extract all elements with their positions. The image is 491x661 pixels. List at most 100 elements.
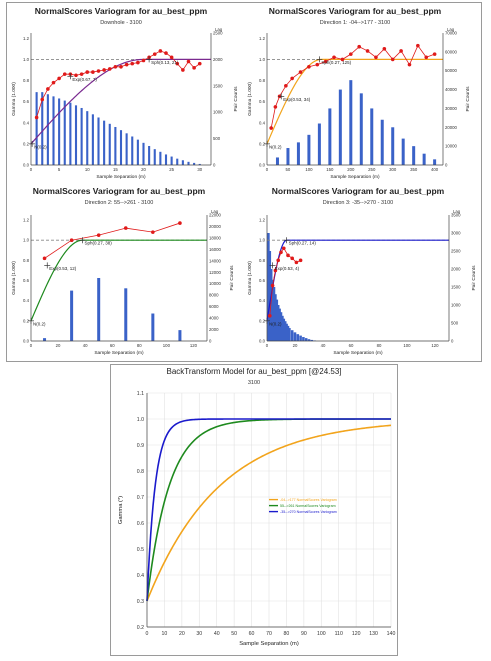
y2-tick-label: 40000 xyxy=(445,87,458,92)
y2-tick-label: 30000 xyxy=(445,106,458,111)
pair-count-bar xyxy=(422,153,426,165)
x-tick-label: 60 xyxy=(249,631,255,637)
experimental-point xyxy=(57,76,61,81)
model-curve xyxy=(266,58,443,145)
x-tick-label: 0 xyxy=(30,343,33,348)
chart-subtitle: 3100 xyxy=(248,380,260,386)
pair-count-bar xyxy=(307,134,311,165)
y-tick-label: 0.4 xyxy=(137,573,144,579)
pair-count-bar xyxy=(164,154,168,165)
pair-count-bar xyxy=(401,138,405,165)
y2-tick-label: 10000 xyxy=(209,281,222,286)
experimental-point xyxy=(51,80,56,85)
y-tick-label: 0.3 xyxy=(137,599,144,605)
experimental-point xyxy=(269,126,273,130)
y-tick-label: 0.6 xyxy=(259,278,266,283)
experimental-point xyxy=(298,70,303,74)
x-tick-label: 0 xyxy=(266,167,269,172)
y-tick-label: 1.0 xyxy=(23,238,30,243)
experimental-point xyxy=(175,61,180,66)
y2-tick-label: 60000 xyxy=(445,49,458,54)
pair-count-bar xyxy=(349,80,353,165)
experimental-point xyxy=(40,97,45,102)
pair-count-bar xyxy=(91,114,94,165)
pair-count-bar xyxy=(278,308,281,341)
experimental-point xyxy=(186,59,191,64)
x-tick-label: 80 xyxy=(137,343,142,348)
chart-direction-3: NormalScores Variogram for au_best_ppm Di… xyxy=(247,186,477,356)
experimental-point xyxy=(276,258,280,263)
y-tick-label: 0.5 xyxy=(137,547,144,553)
chart-title: NormalScores Variogram for au_best_ppm xyxy=(269,6,442,16)
pair-count-bar xyxy=(290,330,294,341)
pair-count-bar xyxy=(359,93,363,165)
pair-count-bar xyxy=(114,126,117,165)
pair-count-bar xyxy=(119,130,123,165)
y-axis-label: Gamma (*) xyxy=(118,496,124,524)
y2-tick-label: 16000 xyxy=(209,247,222,252)
lag-label: Lag xyxy=(453,209,461,214)
y2-tick-label: 20000 xyxy=(209,224,222,229)
pair-count-bar xyxy=(296,334,300,341)
pair-count-bar xyxy=(193,162,196,165)
experimental-point xyxy=(332,55,336,60)
pair-count-bar xyxy=(142,142,145,165)
x-tick-label: 0 xyxy=(266,343,269,348)
x-tick-label: 40 xyxy=(214,631,220,637)
experimental-point xyxy=(124,62,129,67)
y2-tick-label: 18000 xyxy=(209,235,222,240)
chart-title: BackTransform Model for au_best_ppm [@24… xyxy=(166,367,341,376)
pair-count-bar xyxy=(268,251,272,341)
experimental-point xyxy=(34,115,39,120)
x-tick-label: 200 xyxy=(347,167,355,172)
x-tick-label: 10 xyxy=(85,167,90,172)
pair-count-bar xyxy=(275,299,279,341)
pair-count-bar xyxy=(433,159,437,165)
x-tick-label: 25 xyxy=(169,167,174,172)
pair-count-bar xyxy=(412,146,416,165)
experimental-point xyxy=(349,52,353,56)
y-tick-label: 0.0 xyxy=(259,339,266,344)
experimental-point xyxy=(315,62,320,67)
structure-label: Exp(0.53, 4) xyxy=(275,266,300,271)
y-tick-label: 0.8 xyxy=(23,258,30,263)
y-tick-label: 0.6 xyxy=(137,521,144,527)
x-tick-label: 130 xyxy=(369,631,378,637)
pair-count-bar xyxy=(370,108,374,165)
experimental-point xyxy=(181,68,185,72)
x-tick-label: 120 xyxy=(190,343,198,348)
experimental-point xyxy=(130,61,135,66)
x-tick-label: 0 xyxy=(146,631,149,637)
experimental-point xyxy=(290,76,294,81)
experimental-point xyxy=(158,49,163,53)
experimental-point xyxy=(407,62,412,67)
y2-tick-label: 20000 xyxy=(445,125,458,130)
y2-axis-label: Pair Counts xyxy=(465,86,471,112)
x-tick-label: 15 xyxy=(113,167,118,172)
x-tick-label: 120 xyxy=(431,343,439,348)
x-tick-label: 30 xyxy=(196,631,202,637)
x-tick-label: 350 xyxy=(410,167,418,172)
pair-count-bar xyxy=(35,92,38,165)
pair-count-bar xyxy=(58,98,61,165)
legend-label: 55-->261 NormalScores Variogram xyxy=(280,504,336,508)
pair-count-bar xyxy=(103,120,106,165)
pair-count-bar xyxy=(151,313,155,341)
structure-label: Exp(0.53, 12) xyxy=(49,266,77,271)
structure-label: N(0.2) xyxy=(269,144,282,149)
pair-count-bar xyxy=(124,288,128,341)
y2-tick-label: 2000 xyxy=(451,267,461,272)
y2-tick-label: 2000 xyxy=(209,327,219,332)
model-curve xyxy=(30,239,207,322)
y2-tick-label: 2000 xyxy=(213,57,223,62)
x-tick-label: 40 xyxy=(321,343,326,348)
y2-tick-label: 50000 xyxy=(445,68,458,73)
y2-axis-label: Pair Counts xyxy=(471,265,477,291)
x-tick-label: 20 xyxy=(141,167,146,172)
experimental-point xyxy=(119,64,123,69)
y-axis-label: Gamma (1.000) xyxy=(11,82,17,116)
lag-label: Lag xyxy=(215,27,223,32)
x-tick-label: 60 xyxy=(110,343,115,348)
x-tick-label: 140 xyxy=(387,631,396,637)
structure-label: Sph(0.27, 125) xyxy=(321,60,351,65)
